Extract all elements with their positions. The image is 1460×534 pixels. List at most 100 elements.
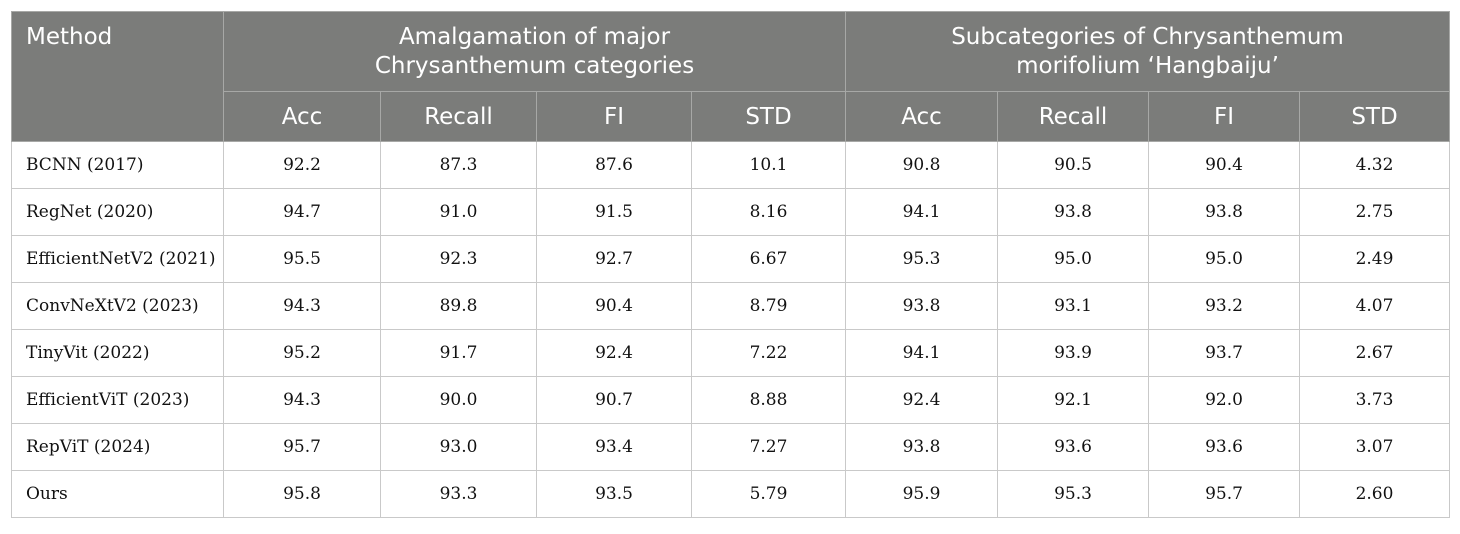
value-cell: 93.0 [380, 423, 537, 471]
table-row: TinyVit (2022) 95.2 91.7 92.4 7.22 94.1 93.9 93… [11, 329, 1450, 377]
value-cell: 95.3 [997, 470, 1149, 518]
value-cell: 94.1 [845, 329, 998, 377]
value-cell: 91.7 [380, 329, 537, 377]
group-header-line: Amalgamation of major [398, 23, 671, 50]
value-cell: 7.22 [691, 329, 846, 377]
group-header-subcategories: Subcategories of Chrysanthemum morifoliu… [845, 11, 1450, 92]
value-cell: 93.1 [997, 282, 1149, 330]
value-cell: 90.5 [997, 141, 1149, 189]
value-cell: 92.3 [380, 235, 537, 283]
value-cell: 94.1 [845, 188, 998, 236]
metric-header-std: STD [1299, 91, 1450, 142]
value-cell: 92.2 [223, 141, 381, 189]
group-header-line: Subcategories of Chrysanthemum [951, 23, 1344, 50]
value-cell: 90.7 [536, 376, 692, 424]
value-cell: 87.3 [380, 141, 537, 189]
table-body: BCNN (2017) 92.2 87.3 87.6 10.1 90.8 90.5 90.4 4… [11, 141, 1450, 518]
value-cell: 93.3 [380, 470, 537, 518]
method-cell: EfficientViT (2023) [11, 376, 224, 424]
method-cell: EfficientNetV2 (2021) [11, 235, 224, 283]
method-cell: Ours [11, 470, 224, 518]
value-cell: 93.6 [1148, 423, 1300, 471]
table-row: RepViT (2024) 95.7 93.0 93.4 7.27 93.8 93.6 93.… [11, 423, 1450, 471]
value-cell: 92.7 [536, 235, 692, 283]
value-cell: 94.3 [223, 282, 381, 330]
value-cell: 95.7 [1148, 470, 1300, 518]
value-cell: 95.5 [223, 235, 381, 283]
metric-header-recall: Recall [380, 91, 537, 142]
value-cell: 93.7 [1148, 329, 1300, 377]
value-cell: 92.0 [1148, 376, 1300, 424]
header-row-metrics: Acc Recall FI STD Acc Recall FI STD [12, 91, 1450, 142]
value-cell: 95.9 [845, 470, 998, 518]
table-header: Method Amalgamation of major Chrysanthem… [11, 11, 1450, 142]
value-cell: 4.07 [1299, 282, 1450, 330]
value-cell: 93.8 [845, 282, 998, 330]
metric-header-acc: Acc [223, 91, 381, 142]
value-cell: 2.49 [1299, 235, 1450, 283]
value-cell: 94.3 [223, 376, 381, 424]
value-cell: 91.5 [536, 188, 692, 236]
metric-header-fi: FI [536, 91, 692, 142]
value-cell: 90.0 [380, 376, 537, 424]
value-cell: 92.4 [536, 329, 692, 377]
metric-header-fi: FI [1148, 91, 1300, 142]
value-cell: 95.0 [997, 235, 1149, 283]
table-row: ConvNeXtV2 (2023) 94.3 89.8 90.4 8.79 93.8 93.… [11, 282, 1450, 330]
value-cell: 4.32 [1299, 141, 1450, 189]
method-column-header: Method [11, 11, 224, 142]
value-cell: 8.88 [691, 376, 846, 424]
results-table: Method Amalgamation of major Chrysanthem… [11, 11, 1450, 518]
method-cell: RepViT (2024) [11, 423, 224, 471]
value-cell: 90.4 [536, 282, 692, 330]
value-cell: 93.8 [997, 188, 1149, 236]
metric-header-std: STD [691, 91, 846, 142]
value-cell: 3.73 [1299, 376, 1450, 424]
value-cell: 3.07 [1299, 423, 1450, 471]
value-cell: 89.8 [380, 282, 537, 330]
value-cell: 6.67 [691, 235, 846, 283]
value-cell: 95.0 [1148, 235, 1300, 283]
value-cell: 93.5 [536, 470, 692, 518]
value-cell: 93.9 [997, 329, 1149, 377]
value-cell: 95.7 [223, 423, 381, 471]
results-table-container: Method Amalgamation of major Chrysanthem… [11, 11, 1450, 518]
group-header-line: Chrysanthemum categories [374, 52, 695, 79]
value-cell: 91.0 [380, 188, 537, 236]
value-cell: 95.3 [845, 235, 998, 283]
value-cell: 93.2 [1148, 282, 1300, 330]
table-row: Ours 95.8 93.3 93.5 5.79 95.9 95.3 95.7 2.60 [11, 470, 1450, 518]
metric-header-recall: Recall [997, 91, 1149, 142]
group-header-major-categories: Amalgamation of major Chrysanthemum cate… [223, 11, 846, 92]
value-cell: 90.4 [1148, 141, 1300, 189]
value-cell: 2.60 [1299, 470, 1450, 518]
value-cell: 93.6 [997, 423, 1149, 471]
value-cell: 93.8 [845, 423, 998, 471]
table-row: RegNet (2020) 94.7 91.0 91.5 8.16 94.1 93.8 93.… [11, 188, 1450, 236]
value-cell: 2.75 [1299, 188, 1450, 236]
method-cell: ConvNeXtV2 (2023) [11, 282, 224, 330]
value-cell: 92.4 [845, 376, 998, 424]
value-cell: 2.67 [1299, 329, 1450, 377]
header-row-groups: Method Amalgamation of major Chrysanthem… [11, 11, 1450, 142]
table-row: BCNN (2017) 92.2 87.3 87.6 10.1 90.8 90.5 90.4 4… [11, 141, 1450, 189]
value-cell: 94.7 [223, 188, 381, 236]
value-cell: 95.8 [223, 470, 381, 518]
group-header-line: morifolium ‘Hangbaiju’ [1016, 52, 1279, 79]
value-cell: 8.16 [691, 188, 846, 236]
method-cell: RegNet (2020) [11, 188, 224, 236]
method-cell: TinyVit (2022) [11, 329, 224, 377]
method-cell: BCNN (2017) [11, 141, 224, 189]
table-row: EfficientNetV2 (2021) 95.5 92.3 92.7 6.67 95.… [11, 235, 1450, 283]
value-cell: 8.79 [691, 282, 846, 330]
value-cell: 93.4 [536, 423, 692, 471]
value-cell: 87.6 [536, 141, 692, 189]
value-cell: 93.8 [1148, 188, 1300, 236]
value-cell: 95.2 [223, 329, 381, 377]
value-cell: 92.1 [997, 376, 1149, 424]
value-cell: 10.1 [691, 141, 846, 189]
value-cell: 5.79 [691, 470, 846, 518]
value-cell: 90.8 [845, 141, 998, 189]
metric-header-acc: Acc [845, 91, 998, 142]
table-row: EfficientViT (2023) 94.3 90.0 90.7 8.88 92.4 9… [11, 376, 1450, 424]
